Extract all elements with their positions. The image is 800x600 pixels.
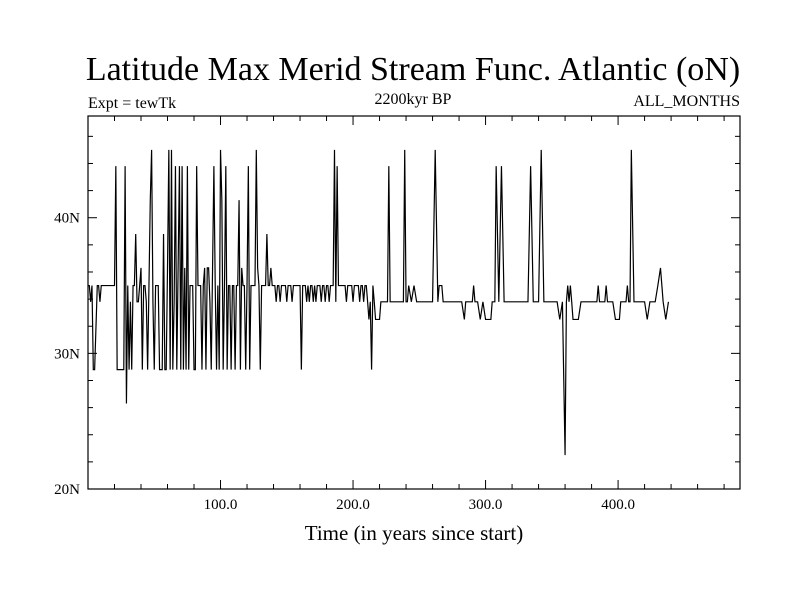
y-tick-label: 40N (54, 211, 80, 227)
x-tick-labels: 100.0 200.0 300.0 400.0 (204, 497, 635, 513)
y-tick-labels: 20N 30N 40N (54, 211, 80, 498)
subtitle-center: 2200kyr BP (375, 91, 452, 108)
y-tick-label: 20N (54, 482, 80, 498)
plot-frame (87, 115, 741, 490)
x-tick-label: 400.0 (601, 497, 635, 513)
x-tick-label: 200.0 (336, 497, 370, 513)
series-line (88, 149, 670, 456)
axis-ticks (88, 116, 740, 489)
y-tick-label: 30N (54, 346, 80, 362)
chart-title: Latitude Max Merid Stream Func. Atlantic… (86, 51, 740, 88)
subtitle-right: ALL_MONTHS (633, 93, 740, 110)
subtitle-left: Expt = tewTk (88, 95, 176, 112)
x-tick-label: 300.0 (469, 497, 503, 513)
x-tick-label: 100.0 (204, 497, 238, 513)
x-axis-label: Time (in years since start) (305, 521, 524, 545)
